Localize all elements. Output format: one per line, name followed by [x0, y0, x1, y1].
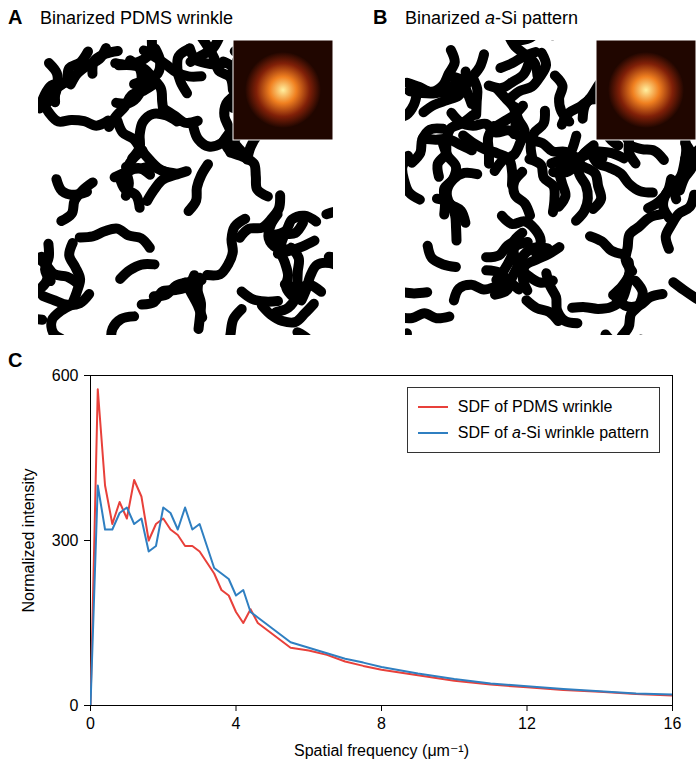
svg-text:Binarized a-Si pattern: Binarized a-Si pattern	[405, 8, 578, 28]
svg-text:A: A	[8, 6, 22, 28]
svg-text:B: B	[373, 6, 387, 28]
html-text:SDF of a -Si wrinkle pattern: SDF of a -Si wrinkle pattern	[457, 424, 649, 441]
svg-text:0: 0	[86, 715, 95, 732]
svg-text:Spatial frequency (μm⁻¹): Spatial frequency (μm⁻¹)	[294, 742, 469, 759]
svg-text:300: 300	[52, 532, 79, 549]
html-text:C: C	[8, 349, 23, 371]
svg-text:4: 4	[232, 715, 241, 732]
svg-text:8: 8	[377, 715, 386, 732]
svg-text:0: 0	[70, 697, 79, 714]
svg-text:16: 16	[664, 715, 682, 732]
svg-text:Binarized PDMS wrinkle: Binarized PDMS wrinkle	[40, 8, 233, 28]
svg-text:Normalized intensity: Normalized intensity	[20, 468, 37, 612]
svg-text:12: 12	[518, 715, 536, 732]
svg-text:600: 600	[52, 367, 79, 384]
html-text:SDF of PDMS wrinkle: SDF of PDMS wrinkle	[457, 398, 613, 415]
